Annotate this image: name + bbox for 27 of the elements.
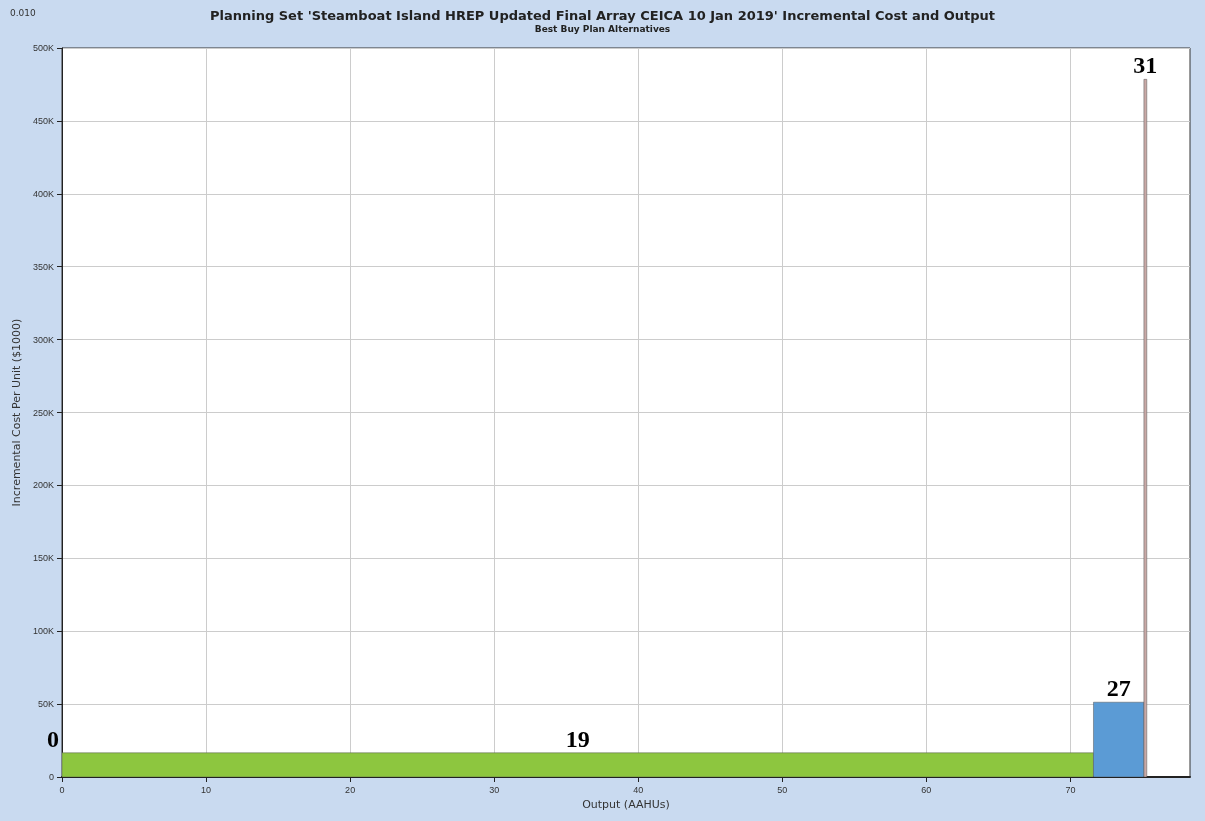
y-tick-label: 200K bbox=[32, 480, 54, 491]
chart-subtitle: Best Buy Plan Alternatives bbox=[534, 23, 671, 34]
y-tick-label: 500K bbox=[32, 43, 54, 53]
y-tick-label: 450K bbox=[32, 115, 54, 126]
y-tick-label: 0 bbox=[48, 772, 54, 782]
annotation: 31 bbox=[1133, 52, 1158, 79]
x-tick-label: 50 bbox=[777, 784, 788, 795]
y-tick-label: 400K bbox=[32, 188, 54, 199]
annotation: 27 bbox=[1106, 675, 1131, 702]
y-tick-label: 50K bbox=[37, 699, 54, 710]
annotation: 19 bbox=[565, 725, 590, 752]
x-tick-label: 40 bbox=[633, 784, 644, 795]
chart-title: Planning Set 'Steamboat Island HREP Updated Final Array CEICA 10 Jan 2019' Incremental Cost and Output bbox=[209, 8, 996, 23]
y-tick-label: 250K bbox=[32, 407, 54, 418]
x-tick-label: 60 bbox=[921, 784, 932, 795]
x-tick-label: 0 bbox=[59, 784, 65, 795]
y-tick-label: 150K bbox=[32, 553, 54, 564]
x-tick-label: 30 bbox=[489, 784, 500, 795]
x-tick-label: 70 bbox=[1065, 784, 1076, 795]
y-axis-title: Incremental Cost Per Unit ($1000) bbox=[10, 318, 24, 507]
y-tick-label: 350K bbox=[32, 261, 54, 272]
x-tick-label: 20 bbox=[345, 784, 356, 795]
y-tick-label: 100K bbox=[32, 626, 54, 637]
text: 0.010 bbox=[10, 7, 37, 18]
x-tick-label: 10 bbox=[201, 784, 212, 795]
x-axis-title: Output (AAHUs) bbox=[582, 798, 670, 811]
y-tick-label: 300K bbox=[32, 334, 54, 345]
